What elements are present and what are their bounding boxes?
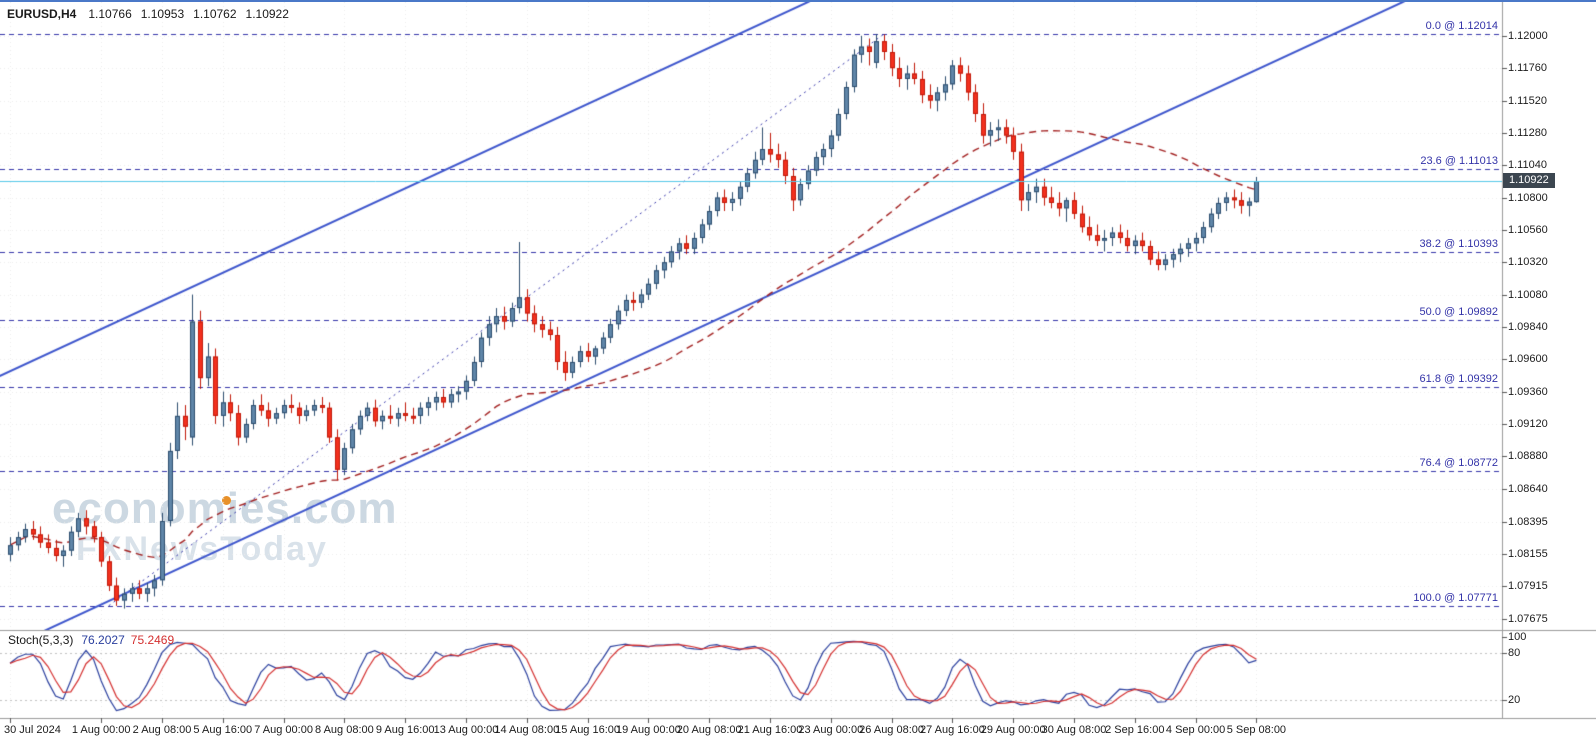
- chart-surface[interactable]: [0, 2, 1596, 743]
- chart-window: economies.com FXNewsToday EURUSD,H41.107…: [0, 0, 1596, 743]
